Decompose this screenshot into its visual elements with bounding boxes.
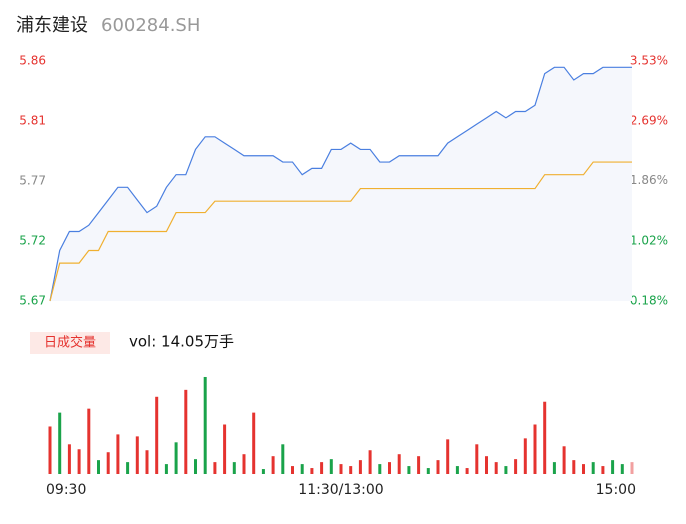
price-area bbox=[50, 67, 632, 301]
volume-bar bbox=[223, 424, 227, 474]
volume-bar bbox=[194, 459, 197, 474]
volume-bar bbox=[87, 408, 91, 474]
y-tick-label: 5.81 bbox=[19, 114, 46, 128]
price-line bbox=[49, 66, 632, 302]
volume-bar bbox=[397, 454, 401, 474]
volume-bar bbox=[155, 396, 159, 474]
stock-name: 浦东建设 bbox=[16, 15, 88, 36]
volume-bar bbox=[562, 446, 566, 474]
volume-bar bbox=[300, 464, 304, 474]
volume-bar bbox=[620, 464, 624, 474]
volume-bar bbox=[48, 426, 52, 474]
volume-bar bbox=[523, 438, 527, 474]
volume-bar bbox=[552, 462, 556, 474]
volume-bar bbox=[116, 434, 120, 474]
volume-bar bbox=[184, 389, 188, 474]
volume-bar bbox=[417, 456, 421, 474]
volume-bar bbox=[475, 444, 479, 474]
stock-code: 600284.SH bbox=[101, 15, 200, 36]
volume-bar bbox=[591, 462, 595, 474]
volume-bar bbox=[135, 436, 139, 474]
x-tick-label: 11:30/13:00 bbox=[298, 482, 383, 498]
volume-bar bbox=[368, 450, 372, 474]
volume-bar bbox=[504, 466, 508, 474]
volume-bar bbox=[436, 460, 440, 474]
y2-tick-label: 2.69% bbox=[630, 114, 668, 128]
volume-bar bbox=[543, 401, 547, 474]
volume-bar bbox=[106, 452, 110, 474]
volume-bar bbox=[349, 466, 353, 474]
volume-bar bbox=[494, 462, 498, 474]
x-tick-label: 09:30 bbox=[46, 482, 86, 498]
volume-bar bbox=[203, 376, 207, 474]
volume-bar bbox=[407, 466, 411, 474]
volume-bar bbox=[426, 468, 430, 474]
volume-bar bbox=[174, 442, 178, 474]
volume-bar bbox=[145, 450, 149, 474]
volume-bar bbox=[630, 462, 634, 474]
y2-tick-label: 1.86% bbox=[630, 173, 668, 187]
volume-bar bbox=[164, 464, 168, 474]
average-line bbox=[49, 161, 632, 302]
volume-bar bbox=[252, 412, 256, 474]
volume-bar bbox=[242, 454, 246, 474]
volume-bar bbox=[329, 459, 333, 474]
volume-bar bbox=[261, 469, 265, 474]
volume-bar bbox=[281, 444, 285, 474]
volume-bar bbox=[232, 462, 236, 474]
volume-bar bbox=[67, 444, 71, 474]
volume-bar bbox=[455, 466, 459, 474]
volume-bar bbox=[388, 462, 391, 474]
volume-bar bbox=[572, 460, 576, 474]
volume-bar bbox=[320, 462, 324, 474]
volume-bar bbox=[213, 462, 217, 474]
y2-tick-label: 1.02% bbox=[630, 233, 668, 247]
volume-bar bbox=[271, 456, 275, 474]
volume-bar bbox=[291, 466, 294, 474]
legend-label: 日成交量 bbox=[44, 335, 96, 351]
y-tick-label: 5.77 bbox=[19, 174, 46, 188]
volume-bar bbox=[77, 449, 81, 474]
y2-tick-label: 0.18% bbox=[630, 294, 668, 308]
y2-tick-label: 3.53% bbox=[630, 54, 668, 68]
volume-bar bbox=[126, 462, 130, 474]
volume-bar bbox=[582, 464, 585, 474]
volume-bar bbox=[514, 459, 518, 474]
volume-bar bbox=[533, 424, 537, 474]
y-tick-label: 5.86 bbox=[19, 54, 46, 68]
y-tick-label: 5.72 bbox=[19, 234, 46, 248]
volume-bar bbox=[485, 456, 488, 474]
volume-bar bbox=[601, 466, 605, 474]
volume-bar bbox=[446, 439, 450, 474]
volume-bar bbox=[358, 460, 362, 474]
volume-bar bbox=[378, 464, 382, 474]
y-tick-label: 5.67 bbox=[19, 294, 46, 308]
volume-bar bbox=[465, 468, 469, 474]
volume-bar bbox=[97, 460, 100, 474]
volume-bar bbox=[339, 464, 343, 474]
legend-box bbox=[30, 332, 110, 354]
volume-bar bbox=[310, 468, 314, 474]
volume-bar bbox=[58, 412, 62, 474]
volume-bar bbox=[611, 460, 615, 474]
volume-label: vol: 14.05万手 bbox=[129, 333, 234, 351]
x-tick-label: 15:00 bbox=[596, 482, 636, 498]
